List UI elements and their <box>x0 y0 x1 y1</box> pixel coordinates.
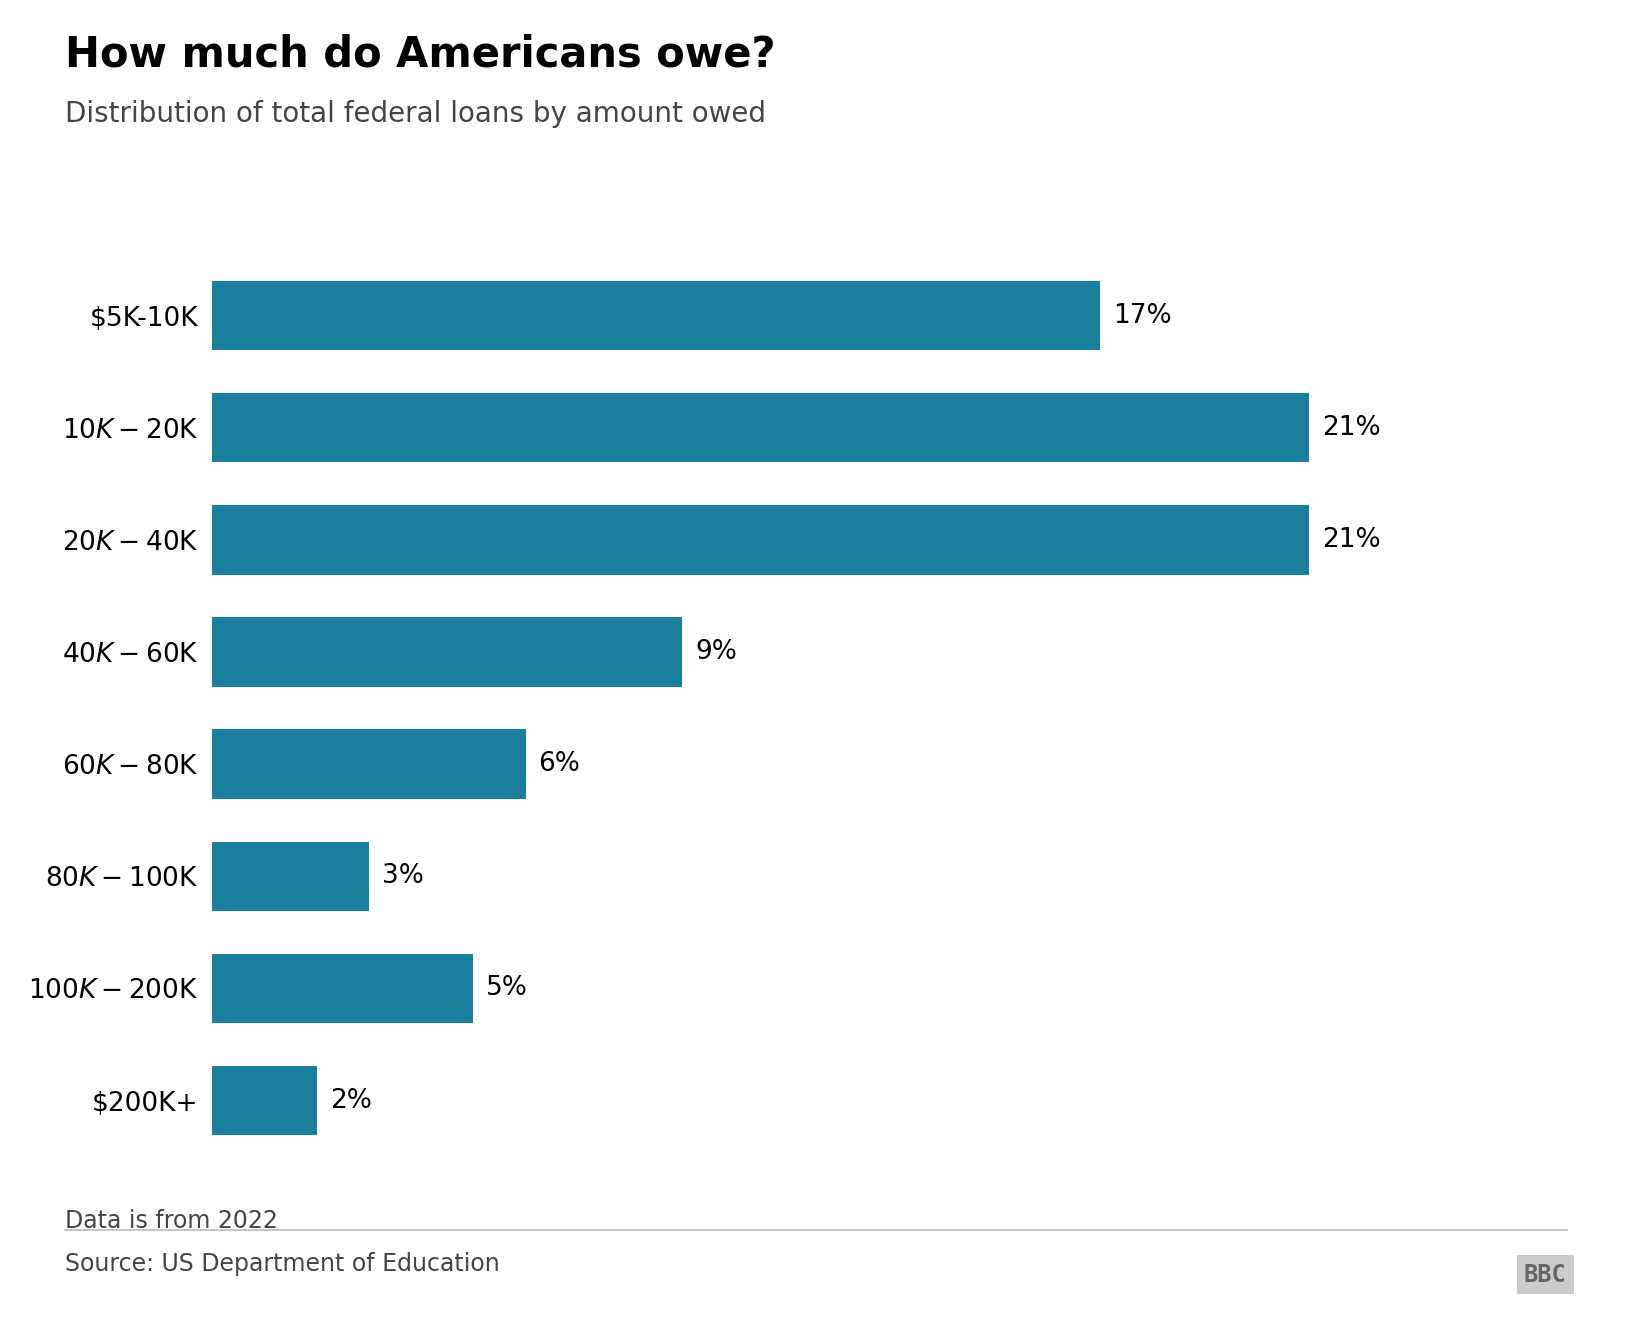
Text: 21%: 21% <box>1322 414 1381 441</box>
Text: How much do Americans owe?: How much do Americans owe? <box>65 33 775 75</box>
Text: Source: US Department of Education: Source: US Department of Education <box>65 1252 499 1276</box>
Text: 9%: 9% <box>695 639 738 665</box>
Bar <box>212 281 1100 350</box>
Text: 3%: 3% <box>382 863 424 890</box>
Text: Data is from 2022: Data is from 2022 <box>65 1209 277 1233</box>
Bar <box>212 505 1309 574</box>
Text: 5%: 5% <box>486 975 529 1002</box>
Bar <box>212 393 1309 462</box>
Text: 17%: 17% <box>1113 302 1172 329</box>
Bar <box>212 729 526 799</box>
Bar <box>212 617 682 687</box>
Bar <box>212 1066 317 1136</box>
Bar <box>212 842 369 911</box>
Text: BBC: BBC <box>1524 1263 1567 1287</box>
Bar <box>212 954 473 1023</box>
Text: Distribution of total federal loans by amount owed: Distribution of total federal loans by a… <box>65 100 767 128</box>
Text: 2%: 2% <box>330 1088 372 1114</box>
Text: 6%: 6% <box>539 751 581 778</box>
Text: 21%: 21% <box>1322 526 1381 553</box>
